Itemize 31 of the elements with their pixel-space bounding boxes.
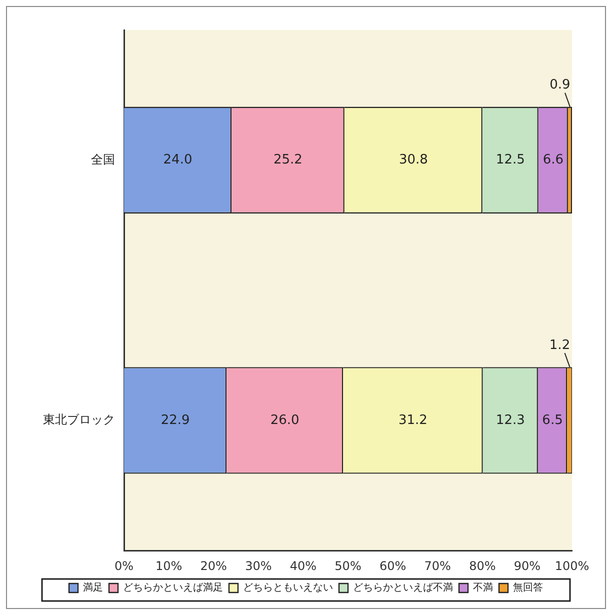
data-label: 26.0 bbox=[270, 412, 300, 428]
legend-label: 満足 bbox=[83, 582, 103, 594]
y-tick-label: 全国 bbox=[91, 152, 115, 166]
x-tick-label: 10% bbox=[155, 558, 182, 573]
x-tick-label: 20% bbox=[200, 558, 227, 573]
data-label: 12.5 bbox=[496, 152, 525, 168]
legend-label: どちらかといえば満足 bbox=[123, 582, 223, 594]
legend-label: どちらともいえない bbox=[243, 582, 333, 594]
x-tick-label: 50% bbox=[334, 558, 362, 573]
x-tick-label: 100% bbox=[554, 558, 590, 573]
data-label: 22.9 bbox=[160, 412, 190, 428]
data-label: 24.0 bbox=[163, 152, 192, 168]
data-label: 12.3 bbox=[496, 412, 525, 428]
data-label: 6.6 bbox=[542, 152, 564, 168]
x-tick-label: 80% bbox=[469, 558, 496, 573]
x-tick-label: 90% bbox=[514, 558, 541, 573]
legend-label: どちらかといえば不満 bbox=[353, 582, 453, 594]
data-label: 30.8 bbox=[398, 152, 428, 168]
x-tick-label: 70% bbox=[424, 558, 451, 573]
legend-label: 無回答 bbox=[513, 582, 543, 594]
data-label: 1.2 bbox=[549, 338, 570, 353]
x-tick-label: 40% bbox=[290, 558, 317, 573]
data-label: 25.2 bbox=[273, 152, 302, 168]
data-label: 6.5 bbox=[542, 412, 563, 428]
x-tick-label: 60% bbox=[379, 558, 406, 573]
y-tick-label: 東北ブロック bbox=[43, 412, 115, 427]
legend-label: 不満 bbox=[473, 582, 493, 594]
x-tick-label: 30% bbox=[245, 558, 272, 573]
data-label: 31.2 bbox=[398, 412, 428, 428]
x-tick-label: 0% bbox=[114, 558, 134, 573]
data-label: 0.9 bbox=[550, 78, 570, 93]
